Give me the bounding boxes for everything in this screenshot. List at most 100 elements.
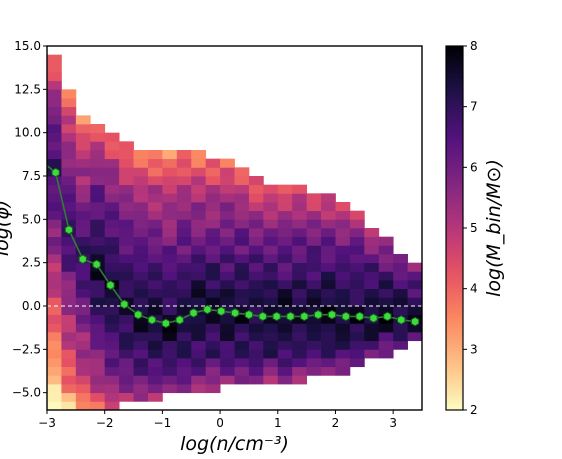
heatmap-cell xyxy=(220,184,235,194)
heatmap-cell xyxy=(191,219,207,229)
heatmap-cell xyxy=(205,375,221,385)
heatmap-cell xyxy=(277,349,293,359)
heatmap-cell xyxy=(220,358,235,368)
heatmap-cell xyxy=(47,254,62,264)
heatmap-cell xyxy=(133,280,149,290)
heatmap-cell xyxy=(220,340,235,350)
heatmap-cell xyxy=(104,254,120,264)
heatmap-cell xyxy=(191,375,207,385)
heatmap-cell xyxy=(306,297,322,307)
heatmap-cell xyxy=(263,219,279,229)
heatmap-cell xyxy=(364,349,380,359)
heatmap-cell xyxy=(119,228,134,238)
heatmap-cell xyxy=(75,219,91,229)
heatmap-cell xyxy=(47,176,62,186)
heatmap-cell xyxy=(119,306,134,316)
heatmap-cell xyxy=(349,271,365,281)
heatmap-cell xyxy=(292,245,308,255)
heatmap-cell xyxy=(75,115,91,125)
heatmap-cell xyxy=(191,297,207,307)
heatmap-cell xyxy=(47,271,62,281)
heatmap-cell xyxy=(104,141,120,151)
heatmap-cell xyxy=(191,280,207,290)
heatmap-cell xyxy=(104,245,120,255)
heatmap-cell xyxy=(407,323,423,333)
heatmap-cell xyxy=(321,340,336,350)
heatmap-cell xyxy=(176,323,192,333)
median-point xyxy=(78,254,87,264)
heatmap-cell xyxy=(119,271,134,281)
heatmap-cell xyxy=(104,358,120,368)
median-point xyxy=(64,224,74,235)
heatmap-cell xyxy=(61,184,77,194)
heatmap-cell xyxy=(393,340,408,350)
heatmap-cell xyxy=(263,306,279,316)
heatmap-cell xyxy=(176,228,192,238)
heatmap-cell xyxy=(321,245,336,255)
heatmap-cell xyxy=(220,271,235,281)
heatmap-cell xyxy=(47,228,62,238)
heatmap-cell xyxy=(191,384,207,394)
heatmap-cell xyxy=(292,280,308,290)
heatmap-cell xyxy=(248,228,264,238)
heatmap-cell xyxy=(364,271,380,281)
heatmap-cell xyxy=(205,158,221,168)
y-tick-label: 15.0 xyxy=(14,39,41,53)
heatmap-cell xyxy=(133,262,149,272)
heatmap-cell xyxy=(364,280,380,290)
heatmap-cell xyxy=(133,245,149,255)
heatmap-cell xyxy=(47,150,62,160)
heatmap-cell xyxy=(321,306,336,316)
heatmap-cell xyxy=(263,254,279,264)
heatmap-cell xyxy=(176,366,192,376)
heatmap-cell xyxy=(378,254,394,264)
heatmap-cell xyxy=(104,236,120,246)
heatmap-cell xyxy=(47,132,62,142)
heatmap-cell xyxy=(47,314,62,324)
heatmap-cell xyxy=(90,366,106,376)
median-point xyxy=(272,311,281,322)
heatmap-cell xyxy=(133,384,149,394)
median-point xyxy=(244,309,254,320)
heatmap-cell xyxy=(104,132,120,142)
heatmap-cell xyxy=(263,288,279,298)
heatmap-cell xyxy=(133,202,149,212)
heatmap-cell xyxy=(90,124,106,134)
heatmap-cell xyxy=(191,349,207,359)
heatmap-cell xyxy=(75,132,91,142)
heatmap-cell xyxy=(176,158,192,168)
heatmap-cell xyxy=(234,176,250,186)
heatmap-cell xyxy=(119,314,134,324)
heatmap-cell xyxy=(133,150,149,160)
median-point xyxy=(286,311,295,322)
heatmap-cell xyxy=(191,366,207,376)
heatmap-cell xyxy=(47,98,62,108)
heatmap-cell xyxy=(292,306,308,316)
heatmap-cell xyxy=(263,184,279,194)
heatmap-cell xyxy=(75,323,91,333)
heatmap-cell xyxy=(393,323,408,333)
heatmap-cell xyxy=(119,202,134,212)
heatmap-cell xyxy=(147,332,163,342)
heatmap-cell xyxy=(220,262,235,272)
heatmap-cell xyxy=(378,288,394,298)
heatmap-cell xyxy=(75,366,91,376)
heatmap-cell xyxy=(147,184,163,194)
heatmap-cell xyxy=(205,314,221,324)
heatmap-cell xyxy=(263,236,279,246)
heatmap-cell xyxy=(147,202,163,212)
heatmap-cell xyxy=(191,340,207,350)
heatmap-cell xyxy=(248,262,264,272)
heatmap-cell xyxy=(277,254,293,264)
y-tick-label: −5.0 xyxy=(12,386,41,400)
colorbar xyxy=(445,45,464,411)
plot-frame xyxy=(46,45,423,411)
heatmap-cell xyxy=(393,306,408,316)
heatmap-cell xyxy=(277,236,293,246)
heatmap-cell xyxy=(321,236,336,246)
heatmap-cell xyxy=(220,193,235,203)
heatmap-cell xyxy=(47,72,62,82)
heatmap-cell xyxy=(234,193,250,203)
heatmap-cell xyxy=(176,384,192,394)
